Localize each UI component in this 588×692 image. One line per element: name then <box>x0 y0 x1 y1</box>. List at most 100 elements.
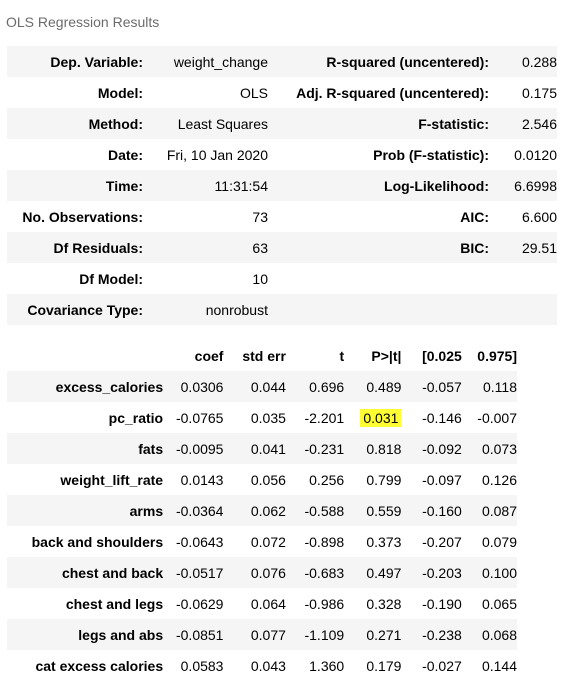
column-header: [0.025 <box>422 347 462 364</box>
ci-upper-value: 0.087 <box>461 495 517 526</box>
std-err-value: 0.076 <box>223 557 286 588</box>
column-header <box>7 340 163 371</box>
variable-name: chest and back <box>7 557 164 588</box>
variable-name: legs and abs <box>7 619 164 650</box>
p-value: 0.497 <box>344 557 402 588</box>
coef-value: -0.0643 <box>175 533 224 550</box>
ci-upper-value: 0.079 <box>481 533 517 550</box>
coefficient-row: legs and abs -0.0851 0.077 -1.109 0.271 -0.23… <box>7 619 517 650</box>
p-value: 0.373 <box>366 533 402 550</box>
ci-lower-value: -0.146 <box>422 409 462 426</box>
summary-stat-value: 6.6998 <box>489 170 557 201</box>
ci-upper-value: 0.126 <box>481 471 517 488</box>
variable-name: back and shoulders <box>31 533 164 550</box>
p-value: 0.328 <box>366 595 402 612</box>
std-err-value: 0.041 <box>223 433 286 464</box>
t-value: 0.256 <box>309 471 345 488</box>
std-err-value: 0.072 <box>250 533 286 550</box>
summary-stat-label: BIC: <box>268 232 489 263</box>
ci-upper-value: 0.100 <box>461 557 517 588</box>
variable-name: arms <box>7 495 164 526</box>
std-err-value: 0.064 <box>250 595 286 612</box>
p-value: 0.559 <box>344 495 402 526</box>
t-value: -0.986 <box>304 595 345 612</box>
summary-row: No. Observations: 73 AIC: 6.600 <box>7 201 557 232</box>
p-value: 0.489 <box>344 371 402 402</box>
summary-stat-value: 0.0120 <box>514 146 557 163</box>
coef-value: -0.0517 <box>163 557 224 588</box>
summary-value: 73 <box>252 208 268 225</box>
std-err-value: 0.062 <box>223 495 286 526</box>
p-value: 0.818 <box>344 433 402 464</box>
results-title: OLS Regression Results <box>6 14 160 30</box>
ci-lower-value: -0.160 <box>401 495 462 526</box>
summary-stat-value: 0.288 <box>489 46 557 77</box>
coefficient-row: chest and legs -0.0629 0.064 -0.986 0.328 -0.… <box>7 588 517 619</box>
t-value: -1.109 <box>285 619 345 650</box>
ci-lower-value: -0.092 <box>401 433 462 464</box>
summary-value: OLS <box>239 84 268 101</box>
std-err-value: 0.077 <box>223 619 286 650</box>
summary-stat-value: 2.546 <box>489 108 557 139</box>
ci-upper-value: 0.073 <box>461 433 517 464</box>
coefficient-row: fats -0.0095 0.041 -0.231 0.818 -0.092 0.073 <box>7 433 517 464</box>
column-header: t <box>339 347 345 364</box>
t-value: -2.201 <box>304 409 345 426</box>
summary-stat-label <box>268 294 489 325</box>
coefficient-row: arms -0.0364 0.062 -0.588 0.559 -0.160 0.087 <box>7 495 517 526</box>
summary-label: Method: <box>7 108 143 139</box>
summary-stat-value: 29.51 <box>489 232 557 263</box>
ci-lower-value: -0.190 <box>422 595 462 612</box>
ci-lower-value: -0.027 <box>422 657 462 674</box>
ci-lower-value: -0.207 <box>422 533 462 550</box>
summary-row: Model: OLS Adj. R-squared (uncentered): 0.1… <box>7 77 557 108</box>
coefficient-header-row: coef std err t P>|t| [0.025 0.975] <box>7 340 517 371</box>
summary-label: Model: <box>97 84 143 101</box>
coef-value: -0.0765 <box>175 409 224 426</box>
summary-value: 63 <box>143 232 268 263</box>
ci-lower-value: -0.057 <box>401 371 462 402</box>
summary-stat-label: AIC: <box>460 208 489 225</box>
column-header: coef <box>194 347 224 364</box>
variable-name: pc_ratio <box>108 409 164 426</box>
t-value: -0.231 <box>285 433 345 464</box>
summary-value: Least Squares <box>143 108 268 139</box>
variable-name: chest and legs <box>65 595 164 612</box>
ci-upper-value: 0.144 <box>481 657 517 674</box>
highlighted-p-value: 0.031 <box>360 408 402 427</box>
summary-row: Time: 11:31:54 Log-Likelihood: 6.6998 <box>7 170 557 201</box>
ci-upper-value: 0.065 <box>481 595 517 612</box>
summary-row: Df Model: 10 <box>7 263 557 294</box>
column-header: std err <box>242 347 286 364</box>
summary-label: Time: <box>7 170 143 201</box>
coef-value: -0.0364 <box>163 495 224 526</box>
t-value: -0.683 <box>285 557 345 588</box>
summary-label: No. Observations: <box>22 208 143 225</box>
coefficient-row: pc_ratio -0.0765 0.035 -2.201 0.031 -0.146 -0.… <box>7 402 517 433</box>
t-value: 1.360 <box>309 657 345 674</box>
coef-value: 0.0143 <box>180 471 224 488</box>
ci-lower-value: -0.238 <box>401 619 462 650</box>
ci-lower-value: -0.097 <box>422 471 462 488</box>
summary-value: nonrobust <box>143 294 268 325</box>
coefficient-row: weight_lift_rate 0.0143 0.056 0.256 0.799 -0.… <box>7 464 517 495</box>
coefficient-row: back and shoulders -0.0643 0.072 -0.898 0.37… <box>7 526 517 557</box>
summary-value: Fri, 10 Jan 2020 <box>166 146 268 163</box>
summary-stat-value: 0.175 <box>521 84 557 101</box>
summary-stat-value: 6.600 <box>521 208 557 225</box>
model-summary-table: Dep. Variable: weight_change R-squared (un… <box>7 46 557 325</box>
summary-stat-label: F-statistic: <box>268 108 489 139</box>
variable-name: cat excess calories <box>35 657 164 674</box>
summary-stat-value <box>489 294 557 325</box>
summary-value: 11:31:54 <box>143 170 268 201</box>
coefficient-row: cat excess calories 0.0583 0.043 1.360 0.179… <box>7 650 517 681</box>
ci-upper-value: 0.118 <box>461 371 517 402</box>
variable-name: weight_lift_rate <box>60 471 164 488</box>
coef-value: 0.0306 <box>163 371 224 402</box>
std-err-value: 0.035 <box>250 409 286 426</box>
coefficient-table: coef std err t P>|t| [0.025 0.975] excess_cal… <box>7 340 517 681</box>
coefficient-row: excess_calories 0.0306 0.044 0.696 0.489 -0.0… <box>7 371 517 402</box>
variable-name: fats <box>7 433 164 464</box>
coef-value: 0.0583 <box>180 657 224 674</box>
coef-value: -0.0095 <box>163 433 224 464</box>
